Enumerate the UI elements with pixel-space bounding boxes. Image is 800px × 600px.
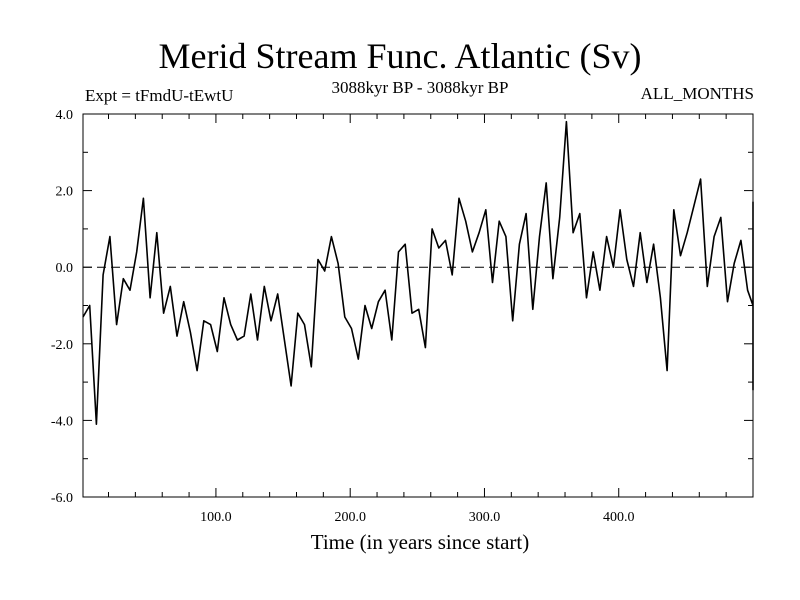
x-tick-label: 200.0 [334,510,366,525]
series-line [82,120,754,425]
x-axis: 100.0 200.0 300.0 400.0 [108,114,727,525]
x-tick-label: 300.0 [469,510,501,525]
x-tick-label: 100.0 [200,510,232,525]
y-tick-label: 4.0 [56,108,74,123]
y-tick-label: -2.0 [51,338,73,353]
experiment-label: Expt = tFmdU-tEwtU [85,86,234,105]
period-label: 3088kyr BP - 3088kyr BP [331,78,509,97]
x-axis-title: Time (in years since start) [311,530,530,554]
y-axis: -6.0 -4.0 -2.0 0.0 2.0 4.0 [51,108,753,506]
y-tick-label: 0.0 [56,261,74,276]
y-tick-label: -4.0 [51,414,73,429]
months-label: ALL_MONTHS [640,84,754,103]
x-tick-label: 400.0 [603,510,635,525]
y-tick-label: 2.0 [56,185,74,200]
chart-title: Merid Stream Func. Atlantic (Sv) [158,36,642,76]
y-tick-label: -6.0 [51,491,73,506]
